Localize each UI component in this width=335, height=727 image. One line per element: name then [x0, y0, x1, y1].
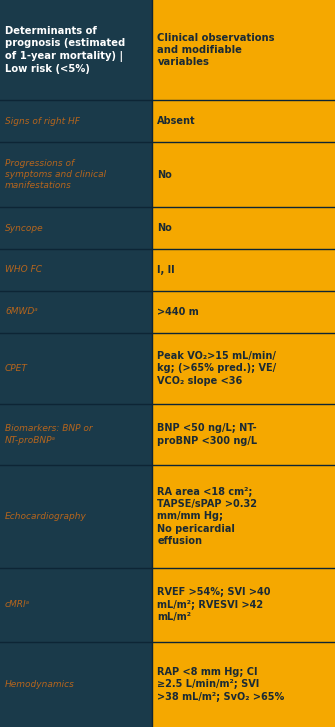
Text: RVEF >54%; SVI >40
mL/m²; RVESVI >42
mL/m²: RVEF >54%; SVI >40 mL/m²; RVESVI >42 mL/…	[157, 587, 271, 622]
Bar	[0, 642, 152, 727]
Text: No: No	[157, 169, 172, 180]
Bar	[0, 332, 152, 404]
Bar	[152, 642, 335, 727]
Bar	[152, 465, 335, 568]
Text: Clinical observations
and modifiable
variables: Clinical observations and modifiable var…	[157, 33, 275, 68]
Bar	[0, 249, 152, 291]
Text: >440 m: >440 m	[157, 307, 199, 317]
Bar	[0, 0, 152, 100]
Text: CPET: CPET	[5, 364, 28, 373]
Text: 6MWDᵃ: 6MWDᵃ	[5, 308, 38, 316]
Bar	[152, 0, 335, 100]
Bar	[152, 404, 335, 465]
Text: cMRIᵃ: cMRIᵃ	[5, 601, 30, 609]
Bar	[0, 207, 152, 249]
Text: Peak VO₂>15 mL/min/
kg; (>65% pred.); VE/
VCO₂ slope <36: Peak VO₂>15 mL/min/ kg; (>65% pred.); VE…	[157, 351, 277, 386]
Text: Hemodynamics: Hemodynamics	[5, 680, 75, 689]
Text: Syncope: Syncope	[5, 224, 44, 233]
Text: Echocardiography: Echocardiography	[5, 512, 87, 521]
Bar	[152, 249, 335, 291]
Bar	[0, 142, 152, 207]
Text: Biomarkers: BNP or
NT-proBNPᵃ: Biomarkers: BNP or NT-proBNPᵃ	[5, 425, 93, 444]
Text: RA area <18 cm²;
TAPSE/sPAP >0.32
mm/mm Hg;
No pericardial
effusion: RA area <18 cm²; TAPSE/sPAP >0.32 mm/mm …	[157, 486, 258, 546]
Bar	[0, 100, 152, 142]
Bar	[0, 465, 152, 568]
Bar	[152, 142, 335, 207]
Bar	[152, 291, 335, 332]
Text: RAP <8 mm Hg; CI
≥2.5 L/min/m²; SVI
>38 mL/m²; SvO₂ >65%: RAP <8 mm Hg; CI ≥2.5 L/min/m²; SVI >38 …	[157, 667, 285, 702]
Bar	[152, 100, 335, 142]
Bar	[152, 207, 335, 249]
Bar	[152, 568, 335, 642]
Text: I, II: I, II	[157, 265, 175, 275]
Text: Determinants of
prognosis (estimated
of 1-year mortality) |
Low risk (<5%): Determinants of prognosis (estimated of …	[5, 26, 125, 74]
Bar	[152, 332, 335, 404]
Text: No: No	[157, 223, 172, 233]
Text: BNP <50 ng/L; NT-
proBNP <300 ng/L: BNP <50 ng/L; NT- proBNP <300 ng/L	[157, 423, 258, 446]
Bar	[0, 291, 152, 332]
Text: WHO FC: WHO FC	[5, 265, 42, 274]
Bar	[0, 404, 152, 465]
Text: Progressions of
symptoms and clinical
manifestations: Progressions of symptoms and clinical ma…	[5, 159, 106, 190]
Text: Signs of right HF: Signs of right HF	[5, 116, 80, 126]
Bar	[0, 568, 152, 642]
Text: Absent: Absent	[157, 116, 196, 126]
